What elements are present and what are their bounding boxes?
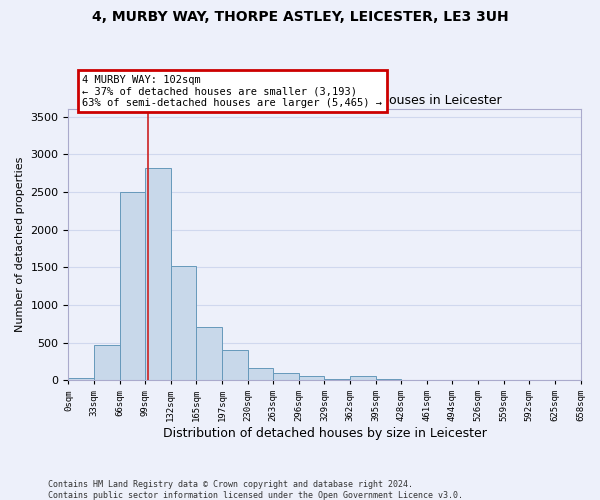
Bar (119, 192, 145, 380)
Bar (196, 328, 222, 380)
Text: 4 MURBY WAY: 102sqm
← 37% of detached houses are smaller (3,193)
63% of semi-det: 4 MURBY WAY: 102sqm ← 37% of detached ho… (82, 74, 382, 108)
Text: Contains HM Land Registry data © Crown copyright and database right 2024.
Contai: Contains HM Land Registry data © Crown c… (48, 480, 463, 500)
Bar (94, 345, 119, 380)
Bar (350, 376, 376, 380)
Bar (171, 266, 196, 380)
X-axis label: Distribution of detached houses by size in Leicester: Distribution of detached houses by size … (163, 427, 487, 440)
Bar (68, 378, 94, 380)
Bar (222, 350, 248, 380)
Bar (273, 374, 299, 380)
Bar (299, 376, 325, 380)
Text: 4, MURBY WAY, THORPE ASTLEY, LEICESTER, LE3 3UH: 4, MURBY WAY, THORPE ASTLEY, LEICESTER, … (92, 10, 508, 24)
Title: Size of property relative to detached houses in Leicester: Size of property relative to detached ho… (147, 94, 502, 106)
Y-axis label: Number of detached properties: Number of detached properties (15, 157, 25, 332)
Bar (325, 378, 350, 380)
Bar (248, 368, 273, 380)
Bar (145, 168, 171, 380)
